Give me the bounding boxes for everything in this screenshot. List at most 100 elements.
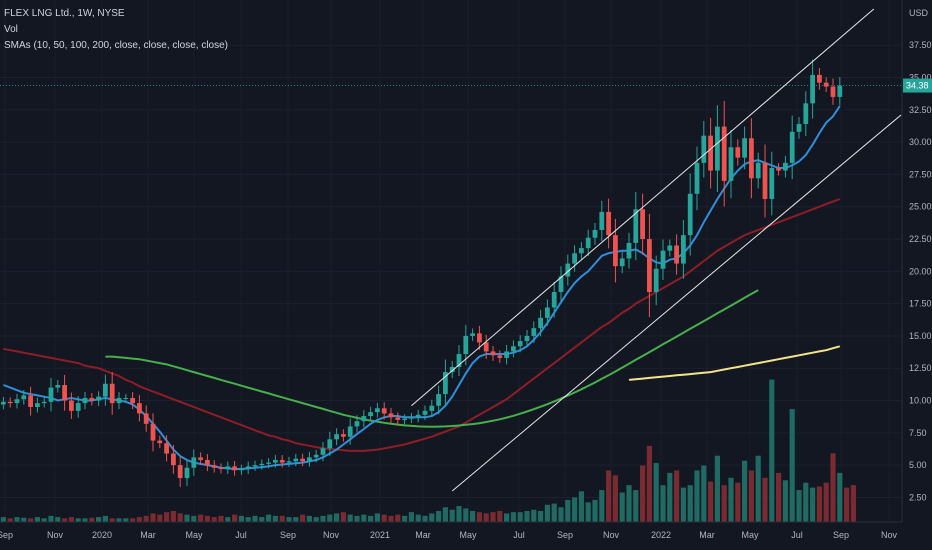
candle	[75, 396, 81, 418]
candle-body	[28, 395, 33, 408]
trend-channel[interactable]	[411, 8, 902, 492]
volume-bar	[109, 518, 115, 522]
volume-bar	[558, 507, 564, 522]
volume-bar	[157, 514, 163, 522]
candle	[470, 328, 475, 341]
volume-bar	[633, 490, 639, 522]
candle	[347, 418, 353, 445]
candle-body	[82, 397, 88, 404]
candle-body	[273, 459, 278, 463]
y-tick-label: 2.50	[909, 492, 927, 502]
trend-line	[451, 114, 902, 492]
candle-body	[415, 414, 421, 418]
candle	[551, 281, 557, 318]
grid-layer	[0, 44, 902, 498]
candle	[273, 455, 278, 468]
candle	[177, 456, 183, 488]
volume-bar	[184, 514, 190, 522]
volume-bar	[524, 510, 530, 522]
candle-body	[7, 401, 13, 404]
candle-body	[449, 366, 455, 373]
volume-indicator-label[interactable]: Vol	[4, 24, 18, 35]
candle-body	[368, 412, 373, 417]
volume-bar	[565, 499, 571, 522]
volume-bar	[606, 470, 612, 522]
candle	[307, 451, 312, 467]
candle-body	[613, 235, 618, 267]
sma-200-line	[628, 345, 841, 381]
x-tick-label: Sep	[557, 530, 573, 540]
volume-bar	[680, 487, 686, 522]
candle-body	[436, 394, 441, 406]
candle-body	[837, 85, 843, 97]
candle-body	[211, 465, 217, 468]
candle-body	[551, 292, 557, 308]
candle	[769, 151, 775, 216]
candle	[388, 408, 394, 423]
volume-bar	[660, 485, 666, 522]
candle	[28, 386, 33, 416]
candle-body	[96, 396, 101, 401]
volume-bar	[28, 518, 34, 522]
candle	[545, 299, 550, 326]
candle-body	[89, 397, 95, 401]
volume-bar	[68, 517, 74, 522]
candle-body	[456, 354, 462, 367]
candle-body	[327, 439, 333, 449]
volume-bar	[449, 509, 455, 522]
candle-body	[497, 355, 503, 358]
candle	[674, 234, 679, 275]
volume-bar	[708, 481, 714, 522]
sma-indicator-label[interactable]: SMAs (10, 50, 100, 200, close, close, cl…	[4, 40, 228, 51]
candle-body	[749, 138, 754, 179]
candle	[286, 456, 292, 467]
candle	[579, 242, 584, 260]
candle-body	[524, 335, 530, 342]
candlesticks	[1, 59, 843, 488]
candle-body	[443, 372, 448, 395]
candle	[239, 464, 244, 475]
chart-title[interactable]: FLEX LNG Ltd., 1W, NYSE	[4, 8, 125, 19]
x-tick-label: Mar	[699, 530, 715, 540]
candle	[599, 200, 605, 242]
candle	[613, 218, 618, 283]
candle-body	[218, 467, 224, 470]
candle-body	[171, 453, 176, 466]
y-tick-label: 5.00	[909, 460, 927, 470]
candle	[7, 397, 13, 408]
candle	[259, 459, 265, 470]
y-tick-label: 25.00	[909, 202, 932, 212]
volume-bar	[510, 512, 516, 522]
candle-body	[558, 276, 564, 293]
x-tick-label: Sep	[280, 530, 296, 540]
candle-body	[490, 351, 496, 356]
candle-body	[477, 333, 482, 343]
candle	[558, 266, 564, 303]
candle-body	[830, 86, 836, 97]
volume-bar	[782, 480, 788, 522]
trend-line	[411, 8, 875, 407]
volume-bar	[463, 508, 469, 522]
volume-bar	[429, 513, 435, 522]
sma-100-line	[105, 289, 759, 428]
candle	[483, 334, 489, 359]
y-tick-label: 10.00	[909, 396, 932, 406]
candle-body	[619, 258, 625, 267]
candle	[245, 461, 251, 474]
candle-body	[579, 248, 584, 254]
candle	[368, 406, 373, 422]
candle-body	[347, 426, 353, 437]
candle-body	[463, 335, 469, 355]
volume-bar	[130, 518, 136, 522]
x-tick-label: Nov	[881, 530, 898, 540]
volume-bar	[687, 485, 693, 522]
candle-body	[266, 462, 271, 464]
volume-bar	[674, 470, 680, 522]
candle-body	[334, 434, 339, 440]
candle	[687, 173, 693, 256]
candle	[402, 414, 407, 425]
candle	[171, 444, 176, 474]
candle-body	[259, 463, 265, 466]
candle	[191, 449, 197, 476]
